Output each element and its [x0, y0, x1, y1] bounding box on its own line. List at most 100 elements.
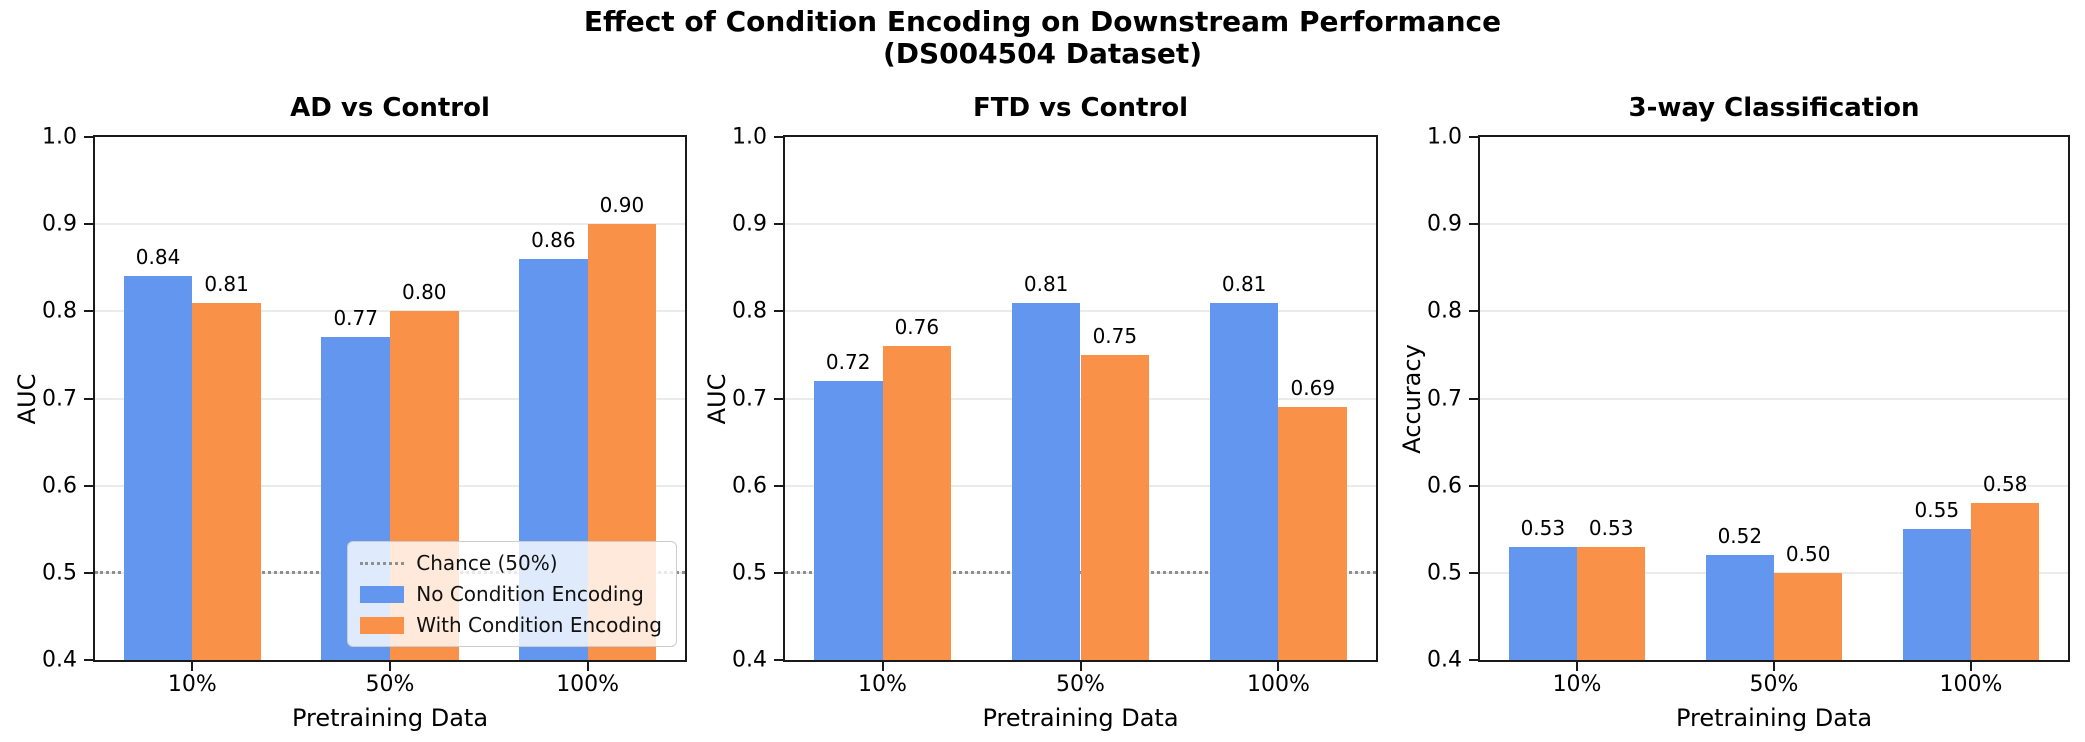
x-tick-label: 10%	[1552, 672, 1602, 697]
subplot-title: 3-way Classification	[1628, 93, 1920, 123]
bar-no-encoding	[1902, 529, 1971, 660]
bar-value-label: 0.90	[599, 193, 645, 218]
subplot-title: FTD vs Control	[972, 93, 1189, 123]
y-tick-label: 0.7	[1427, 386, 1462, 411]
plot-area-ad-vs-control: Chance (50%) No Condition Encoding With …	[42, 125, 687, 697]
bar-value-label: 0.84	[135, 245, 181, 270]
bar-value-label: 0.52	[1717, 524, 1763, 549]
gridline	[785, 310, 1376, 313]
bar-value-label: 0.55	[1914, 498, 1960, 523]
x-axis-label: Pretraining Data	[291, 704, 489, 732]
bar-value-label: 0.80	[402, 280, 447, 305]
y-tick-mark	[774, 659, 783, 661]
figure-title-line2: (DS004504 Dataset)	[882, 37, 1203, 71]
x-tick-mark	[1079, 662, 1082, 671]
y-tick-label: 0.5	[732, 560, 767, 586]
x-tick-label: 50%	[1749, 672, 1799, 697]
x-tick-mark	[191, 662, 194, 671]
y-tick-label: 0.6	[42, 473, 77, 499]
bar-with-encoding	[1278, 407, 1348, 660]
gridline	[1480, 571, 2068, 574]
y-tick-label: 1.0	[732, 124, 767, 150]
bar-with-encoding	[1577, 546, 1646, 660]
gridline	[1480, 397, 2068, 400]
x-tick-label: 100%	[1939, 672, 2003, 697]
y-axis-label: Accuracy	[1398, 343, 1426, 454]
chance-line-sample-icon	[360, 561, 405, 565]
y-tick-label: 0.4	[732, 647, 767, 673]
gridline	[785, 223, 1376, 226]
y-tick-mark	[84, 310, 93, 313]
subplot-title: AD vs Control	[290, 93, 490, 123]
bar-no-encoding	[123, 276, 193, 660]
gridline	[1480, 223, 2068, 226]
y-tick-label: 0.7	[42, 386, 77, 411]
no-encoding-swatch-icon	[360, 585, 405, 603]
x-tick-mark	[586, 662, 589, 671]
plot-area-3way-classification: 1.0 0.9 0.8 0.7 0.6 0.5 0.4 0.53 0.53 10% 0.52 0.50…	[1427, 125, 2070, 697]
y-tick-mark	[774, 571, 783, 574]
y-tick-label: 1.0	[1427, 124, 1462, 150]
y-tick-label: 0.8	[732, 298, 767, 324]
y-tick-label: 0.5	[1427, 560, 1462, 586]
legend-entry-chance: Chance (50%)	[360, 551, 662, 575]
x-tick-mark	[389, 662, 391, 671]
y-tick-mark	[84, 571, 93, 574]
gridline	[95, 310, 685, 313]
y-tick-label: 0.4	[1427, 647, 1462, 673]
bar-value-label: 0.76	[894, 315, 940, 340]
y-axis-label: AUC	[703, 373, 731, 424]
bar-with-encoding	[192, 302, 261, 660]
x-tick-mark	[1277, 662, 1280, 671]
x-tick-label: 10%	[858, 672, 907, 697]
bar-value-label: 0.72	[825, 350, 871, 375]
y-tick-mark	[84, 223, 93, 226]
gridline	[1480, 310, 2068, 313]
bar-no-encoding	[1011, 302, 1081, 660]
bar-value-label: 0.58	[1982, 472, 2028, 497]
y-tick-mark	[1469, 136, 1478, 138]
y-tick-label: 0.9	[42, 211, 77, 237]
bar-value-label: 0.81	[1221, 271, 1267, 296]
bar-no-encoding	[1705, 555, 1774, 660]
y-tick-mark	[774, 223, 783, 226]
y-tick-label: 0.7	[732, 386, 767, 411]
y-tick-label: 0.8	[1427, 298, 1462, 324]
y-tick-mark	[1469, 310, 1478, 313]
plot-area-ftd-vs-control: 1.0 0.9 0.8 0.7 0.6 0.5 0.4 0.72 0.76 10% 0.81 0.75…	[732, 125, 1378, 697]
y-tick-mark	[84, 397, 93, 400]
bar-value-label: 0.50	[1785, 541, 1831, 566]
bar-value-label: 0.77	[333, 306, 378, 331]
y-tick-label: 0.6	[732, 473, 767, 499]
figure-title: Effect of Condition Encoding on Downstre…	[0, 5, 2085, 71]
x-tick-label: 50%	[365, 672, 415, 697]
figure-title-line1: Effect of Condition Encoding on Downstre…	[583, 5, 1502, 38]
legend-label: Chance (50%)	[416, 551, 558, 575]
y-tick-mark	[1469, 659, 1478, 661]
x-tick-mark	[1969, 662, 1972, 671]
y-tick-mark	[84, 484, 93, 487]
bar-with-encoding	[1970, 503, 2040, 660]
y-tick-mark	[1469, 397, 1478, 400]
bar-with-encoding	[1774, 572, 1843, 660]
bar-with-encoding	[882, 346, 952, 660]
x-tick-label: 100%	[556, 672, 620, 697]
bar-value-label: 0.81	[204, 271, 249, 296]
y-tick-label: 0.9	[732, 211, 767, 237]
y-tick-mark	[774, 310, 783, 313]
subplot-3way-classification: 3-way Classification Accuracy 1.0 0.9 0.8 0…	[1398, 93, 2070, 732]
bar-value-label: 0.75	[1092, 323, 1138, 348]
y-tick-mark	[1469, 223, 1478, 226]
bar-no-encoding	[1508, 546, 1577, 660]
gridline	[95, 223, 685, 226]
y-tick-mark	[774, 136, 783, 138]
x-tick-label: 100%	[1247, 672, 1310, 697]
bar-with-encoding	[1080, 354, 1150, 660]
legend-entry-no-encoding: No Condition Encoding	[360, 582, 662, 606]
y-tick-label: 0.9	[1427, 211, 1462, 237]
gridline	[1480, 484, 2068, 487]
legend: Chance (50%) No Condition Encoding With …	[347, 541, 677, 647]
legend-entry-with-encoding: With Condition Encoding	[360, 613, 662, 637]
x-tick-mark	[1773, 662, 1775, 671]
